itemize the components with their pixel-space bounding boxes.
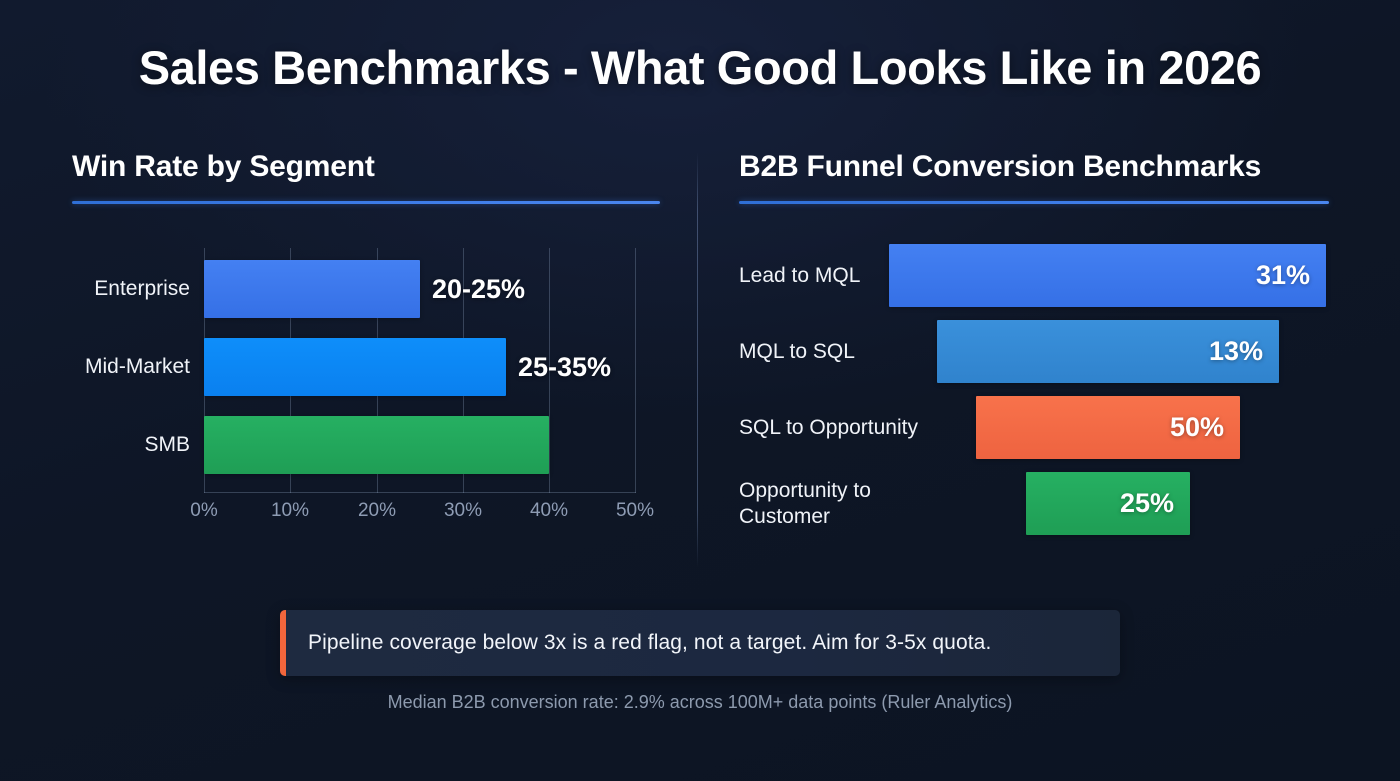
- win-rate-x-tick-labels: 0% 10% 20% 30% 40% 50%: [190, 500, 654, 526]
- xtick-10: 10%: [270, 500, 310, 521]
- win-rate-category-label: SMB: [144, 433, 190, 456]
- panel-win-rate: Win Rate by Segment Enterprise: [72, 150, 660, 538]
- funnel-chart: Lead to MQL 31% MQL to SQL 13% SQL to Op…: [739, 244, 1329, 544]
- win-rate-x-axis: [204, 492, 636, 493]
- funnel-row-sql-to-opportunity: SQL to Opportunity 50%: [739, 396, 1329, 459]
- win-rate-value-mid-market: 25-35%: [518, 351, 612, 382]
- callout-box: Pipeline coverage below 3x is a red flag…: [280, 610, 1120, 676]
- funnel-label-mql-to-sql: MQL to SQL: [739, 339, 855, 363]
- win-rate-category-label: Enterprise: [94, 277, 190, 300]
- xtick-20: 20%: [357, 500, 397, 521]
- funnel-track: 31%: [889, 244, 1329, 307]
- funnel-value-sql-to-opportunity: 50%: [1169, 412, 1224, 442]
- funnel-track: 25%: [889, 472, 1329, 535]
- callout-text: Pipeline coverage below 3x is a red flag…: [308, 631, 992, 654]
- funnel-label-opportunity-to-customer: Opportunity to Customer: [739, 478, 871, 528]
- funnel-value-opportunity-to-customer: 25%: [1119, 488, 1174, 518]
- win-rate-plot-area: Enterprise 20-25% Mid-Market 25-35% SMB …: [85, 248, 636, 493]
- win-rate-value-smb: 30-40%: [0, 416, 190, 474]
- panel-title-underline: [739, 201, 1329, 204]
- footnote-source: Median B2B conversion rate: 2.9% across …: [387, 692, 1013, 712]
- win-rate-bar-mid-market: [204, 338, 506, 396]
- win-rate-bar-enterprise: [204, 260, 420, 318]
- win-rate-bar-smb: [204, 416, 549, 474]
- page-title: Sales Benchmarks - What Good Looks Like …: [138, 41, 1262, 94]
- panel-title-underline: [72, 201, 660, 204]
- win-rate-value-enterprise: 20-25%: [432, 273, 526, 304]
- panel-title-funnel: B2B Funnel Conversion Benchmarks: [739, 150, 1262, 183]
- panels-container: Win Rate by Segment Enterprise: [0, 150, 1400, 570]
- funnel-track: 50%: [889, 396, 1329, 459]
- win-rate-bars: Enterprise 20-25% Mid-Market 25-35% SMB …: [85, 248, 636, 493]
- funnel-row-opportunity-to-customer: Opportunity to Customer 25%: [739, 472, 1329, 535]
- gridline-50: [635, 248, 636, 493]
- xtick-40: 40%: [529, 500, 569, 521]
- funnel-label-sql-to-opportunity: SQL to Opportunity: [739, 415, 918, 439]
- funnel-track: 13%: [889, 320, 1329, 383]
- funnel-label-lead-to-mql: Lead to MQL: [739, 263, 861, 287]
- win-rate-chart: Enterprise 20-25% Mid-Market 25-35% SMB …: [72, 248, 660, 538]
- panel-divider: [697, 152, 698, 567]
- xtick-30: 30%: [443, 500, 483, 521]
- funnel-row-lead-to-mql: Lead to MQL 31%: [739, 244, 1329, 307]
- xtick-0: 0%: [190, 500, 218, 521]
- funnel-bar-mql-to-sql: 13%: [937, 320, 1279, 383]
- xtick-50: 50%: [615, 500, 655, 521]
- funnel-bar-opportunity-to-customer: 25%: [1026, 472, 1190, 535]
- funnel-value-lead-to-mql: 31%: [1255, 260, 1310, 290]
- panel-title-win-rate: Win Rate by Segment: [72, 150, 375, 183]
- funnel-row-mql-to-sql: MQL to SQL 13%: [739, 320, 1329, 383]
- panel-funnel: B2B Funnel Conversion Benchmarks Lead to…: [739, 150, 1329, 544]
- funnel-value-mql-to-sql: 13%: [1208, 336, 1263, 366]
- funnel-bar-lead-to-mql: 31%: [889, 244, 1326, 307]
- gridline-40: [549, 248, 550, 493]
- funnel-bar-sql-to-opportunity: 50%: [976, 396, 1240, 459]
- win-rate-category-label: Mid-Market: [84, 355, 190, 378]
